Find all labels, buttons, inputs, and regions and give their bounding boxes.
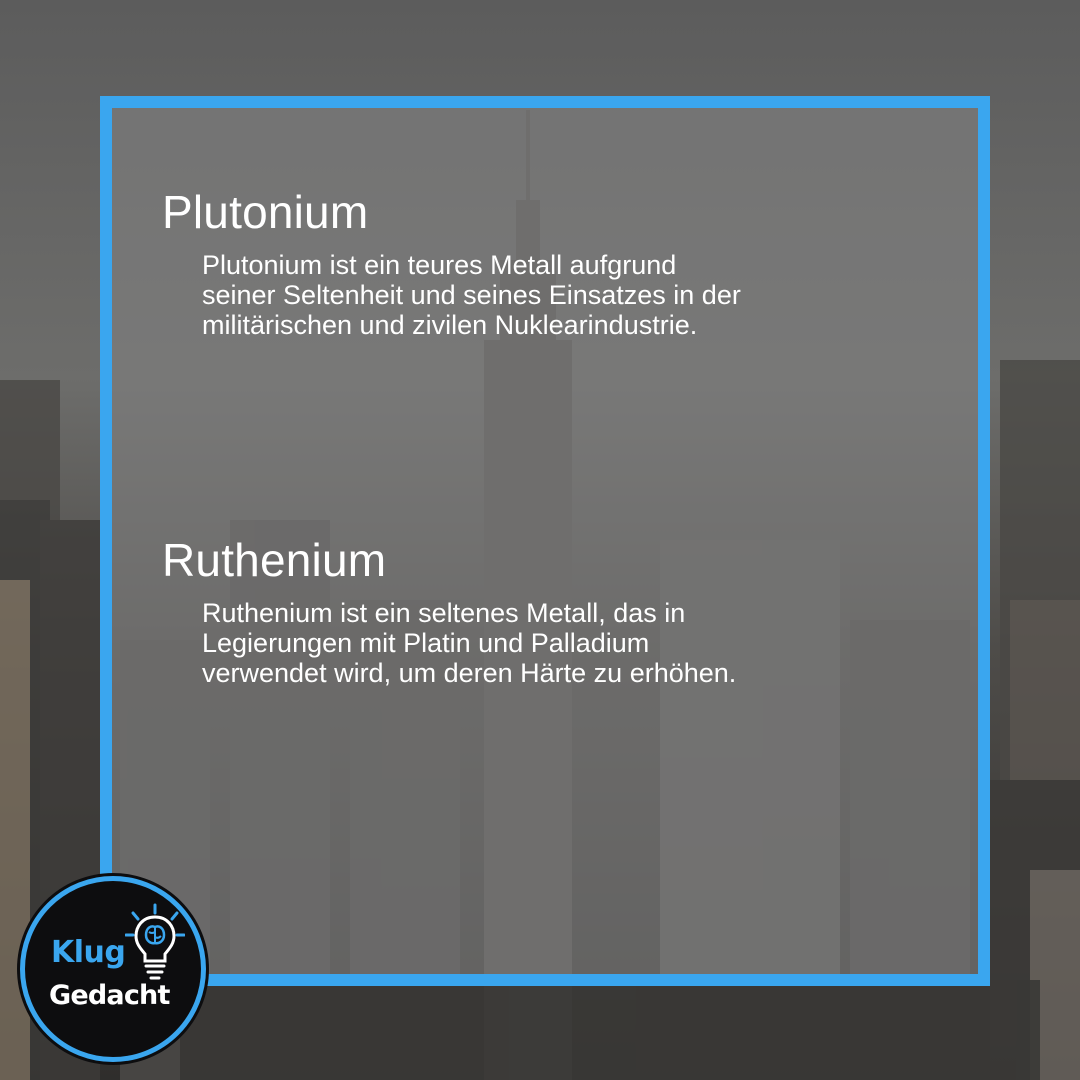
section-description: Plutonium ist ein teures Metall aufgrund… xyxy=(202,250,812,340)
section-ruthenium: Ruthenium Ruthenium ist ein seltenes Met… xyxy=(162,530,938,688)
description-line: verwendet wird, um deren Härte zu erhöhe… xyxy=(202,658,737,688)
lightbulb-brain-icon xyxy=(125,903,185,980)
description-line: Plutonium ist ein teures Metall aufgrund xyxy=(202,250,677,280)
section-title: Ruthenium xyxy=(162,534,387,586)
description-line: seiner Seltenheit und seines Einsatzes i… xyxy=(202,280,741,310)
logo-word-klug: Klug xyxy=(51,935,126,970)
description-line: Legierungen mit Platin und Palladium xyxy=(202,628,650,658)
description-line: Ruthenium ist ein seltenes Metall, das i… xyxy=(202,598,686,628)
logo-word-gedacht: Gedacht xyxy=(49,980,170,1011)
section-plutonium: Plutonium Plutonium ist ein teures Metal… xyxy=(162,182,938,340)
description-line: militärischen und zivilen Nuklearindustr… xyxy=(202,310,698,340)
section-description: Ruthenium ist ein seltenes Metall, das i… xyxy=(202,598,812,688)
section-title: Plutonium xyxy=(162,186,369,238)
info-panel: Plutonium Plutonium ist ein teures Metal… xyxy=(100,96,990,986)
brand-logo: Klug Gedacht xyxy=(20,876,206,1062)
